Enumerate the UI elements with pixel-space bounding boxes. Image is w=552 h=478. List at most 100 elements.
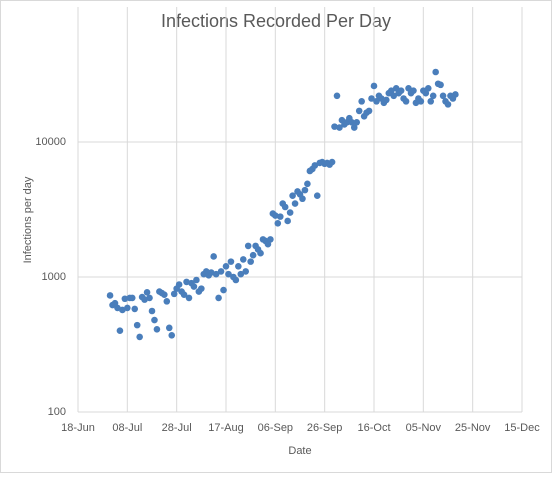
data-point — [439, 92, 447, 100]
data-point — [146, 294, 153, 302]
data-point — [116, 327, 124, 335]
y-tick-label: 1000 — [42, 271, 66, 283]
data-point — [272, 212, 279, 219]
data-point — [301, 186, 309, 194]
data-point — [276, 213, 284, 220]
data-point — [311, 162, 319, 169]
data-point — [284, 217, 291, 225]
data-point — [313, 192, 321, 200]
data-point — [373, 98, 380, 105]
x-tick-label: 08-Jul — [112, 422, 142, 434]
data-point — [249, 251, 257, 259]
data-point — [257, 249, 264, 257]
data-point — [267, 236, 274, 243]
data-point — [422, 89, 430, 97]
y-tick-label: 10000 — [35, 136, 66, 148]
data-point — [405, 84, 412, 92]
data-point — [163, 298, 171, 305]
x-tick-label: 17-Aug — [208, 422, 243, 434]
data-point — [383, 96, 390, 104]
data-point — [143, 289, 151, 296]
data-point — [410, 87, 417, 94]
data-point — [119, 306, 126, 314]
data-point — [390, 92, 398, 100]
data-point — [358, 98, 365, 105]
data-point — [168, 331, 176, 339]
data-point — [232, 276, 240, 284]
data-point — [247, 258, 254, 265]
data-point — [397, 87, 405, 94]
data-point — [220, 286, 227, 294]
data-point — [424, 84, 432, 92]
x-tick-label: 18-Jun — [61, 422, 95, 434]
data-point — [222, 263, 230, 270]
data-point — [353, 118, 361, 126]
data-point — [131, 305, 139, 313]
data-point — [291, 200, 299, 207]
data-point — [432, 68, 439, 76]
data-point — [331, 123, 338, 130]
data-point — [355, 107, 363, 115]
x-tick-label: 06-Sep — [258, 422, 293, 434]
data-point — [161, 291, 168, 298]
data-point — [175, 281, 183, 288]
x-tick-label: 26-Sep — [307, 422, 342, 434]
data-point — [136, 333, 143, 341]
data-point — [180, 291, 188, 298]
data-point — [153, 325, 161, 333]
data-point — [437, 81, 444, 89]
data-point — [227, 258, 235, 265]
data-point — [121, 295, 129, 303]
data-point — [225, 270, 232, 278]
data-point — [237, 270, 245, 278]
data-point — [170, 290, 178, 298]
data-point — [242, 268, 250, 275]
chart-title: Infections Recorded Per Day — [161, 11, 391, 31]
data-point — [350, 124, 358, 131]
data-point — [402, 98, 410, 105]
data-point — [133, 321, 141, 329]
data-point — [124, 304, 131, 312]
x-tick-label: 28-Jul — [162, 422, 192, 434]
data-point — [333, 92, 341, 100]
data-point — [148, 307, 156, 315]
data-point — [286, 209, 294, 216]
data-point — [235, 263, 242, 270]
x-tick-label: 16-Oct — [357, 422, 390, 434]
data-point — [429, 92, 437, 100]
x-axis-title: Date — [288, 445, 311, 457]
data-point — [114, 304, 121, 312]
x-tick-label: 25-Nov — [455, 422, 491, 434]
data-point — [212, 270, 220, 278]
data-point — [417, 98, 425, 105]
data-point — [444, 101, 452, 108]
data-point — [165, 324, 173, 332]
data-point — [348, 118, 356, 126]
data-point — [217, 268, 225, 275]
data-point — [210, 253, 217, 260]
data-point — [328, 158, 336, 166]
data-point — [190, 283, 198, 290]
data-point — [244, 242, 252, 250]
data-point — [274, 219, 282, 227]
data-point — [370, 82, 378, 90]
data-point — [281, 203, 289, 211]
data-point — [289, 192, 296, 200]
data-point — [185, 294, 193, 302]
x-tick-label: 05-Nov — [406, 422, 442, 434]
data-point — [151, 316, 158, 324]
data-point — [392, 84, 400, 92]
data-point — [387, 87, 395, 94]
data-point — [299, 195, 306, 203]
data-point — [452, 91, 459, 98]
y-axis-title: Infections per day — [22, 176, 34, 263]
data-point — [368, 95, 375, 102]
data-point — [193, 276, 200, 284]
data-point — [365, 107, 373, 115]
data-point — [198, 285, 205, 292]
data-point — [183, 278, 190, 286]
data-point — [427, 98, 435, 105]
data-point — [128, 294, 136, 302]
